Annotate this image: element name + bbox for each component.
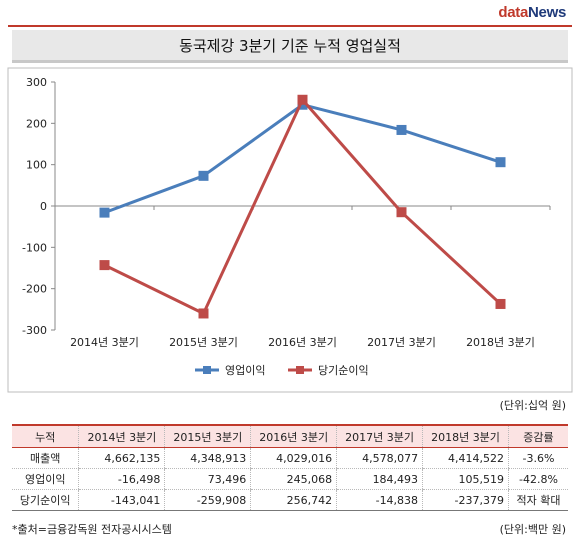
table-cell: 73,496 (164, 468, 251, 490)
table-cell: 256,742 (250, 489, 337, 511)
table-cell: 4,029,016 (250, 447, 337, 469)
table-header-cell: 증감률 (507, 424, 568, 448)
data-point (495, 298, 506, 309)
table-cell: -259,908 (164, 489, 251, 511)
chart-title: 동국제강 3분기 기준 누적 영업실적 (179, 36, 401, 55)
table-row-label: 매출액 (12, 447, 79, 469)
table-unit-label: (단위:백만 원) (499, 523, 566, 536)
data-point (396, 207, 407, 218)
source-note: *출처=금융감독원 전자공시시스템 (12, 523, 172, 536)
data-point (495, 157, 506, 168)
data-table: 누적 2014년 3분기 2015년 3분기 2016년 3분기 2017년 3분기 20… (12, 424, 568, 511)
table-body: 매출액 4,662,135 4,348,913 4,029,016 4,578,077 4… (12, 447, 568, 511)
table-header-cell: 누적 (12, 424, 79, 448)
table-row: 영업이익 -16,498 73,496 245,068 184,493 105,519 -4… (12, 468, 568, 490)
data-point (99, 260, 110, 271)
series-line-2 (103, 98, 502, 315)
chart-frame (7, 67, 573, 393)
brand-logo-part2: News (528, 4, 566, 21)
table-row-label: 당기순이익 (12, 489, 79, 511)
chart-unit-label: (단위:십억 원) (499, 399, 566, 412)
x-tick-label: 2018년 3분기 (466, 336, 535, 349)
data-point (99, 207, 110, 218)
data-point (198, 308, 209, 319)
table-cell: 184,493 (336, 468, 423, 490)
table-header-cell: 2017년 3분기 (336, 424, 423, 448)
table-cell: 245,068 (250, 468, 337, 490)
top-rule (8, 25, 572, 27)
table-cell: 적자 확대 (507, 489, 568, 511)
y-tick-label: -300 (22, 324, 47, 337)
table-row: 매출액 4,662,135 4,348,913 4,029,016 4,578,077 4… (12, 447, 568, 469)
data-point (198, 170, 209, 181)
table-header-cell: 2015년 3분기 (164, 424, 251, 448)
table-cell: 4,578,077 (336, 447, 423, 469)
x-tick-label: 2017년 3분기 (367, 336, 436, 349)
table-cell: -42.8% (507, 468, 568, 490)
y-tick-label: 200 (26, 117, 47, 130)
table-cell: 4,414,522 (422, 447, 509, 469)
legend-swatch-marker (203, 366, 211, 374)
y-tick-label: 0 (40, 200, 47, 213)
data-point (297, 94, 308, 105)
line-chart: 300 200 100 0 -100 -200 -300 2014년 3분기 2015년 3분기… (7, 67, 573, 393)
x-tick-label: 2014년 3분기 (70, 336, 139, 349)
brand-logo: dataNews (498, 4, 566, 21)
x-tick-label: 2015년 3분기 (169, 336, 238, 349)
series-line-1 (103, 103, 501, 215)
table-row-label: 영업이익 (12, 468, 79, 490)
table-row: 당기순이익 -143,041 -259,908 256,742 -14,838 -237,… (12, 489, 568, 511)
y-tick-label: -200 (22, 283, 47, 296)
table-header-row: 누적 2014년 3분기 2015년 3분기 2016년 3분기 2017년 3분기 20… (12, 424, 568, 448)
chart-title-box: 동국제강 3분기 기준 누적 영업실적 (12, 30, 568, 63)
table-cell: -143,041 (78, 489, 165, 511)
table-cell: -3.6% (507, 447, 568, 469)
table-header-cell: 2016년 3분기 (250, 424, 337, 448)
y-tick-label: 300 (26, 76, 47, 89)
table-cell: -237,379 (422, 489, 509, 511)
table-cell: 4,348,913 (164, 447, 251, 469)
legend-label: 영업이익 (225, 364, 265, 377)
y-tick-label: 100 (26, 159, 47, 172)
table-header-cell: 2014년 3분기 (78, 424, 165, 448)
table-cell: 4,662,135 (78, 447, 165, 469)
data-point (396, 124, 407, 135)
legend-label: 당기순이익 (318, 364, 369, 377)
legend-swatch-marker (296, 366, 304, 374)
table-header-cell: 2018년 3분기 (422, 424, 509, 448)
y-tick-label: -100 (22, 241, 47, 254)
brand-logo-part1: data (498, 4, 528, 21)
x-tick-label: 2016년 3분기 (268, 336, 337, 349)
table-cell: -16,498 (78, 468, 165, 490)
table-cell: 105,519 (422, 468, 509, 490)
table-cell: -14,838 (336, 489, 423, 511)
